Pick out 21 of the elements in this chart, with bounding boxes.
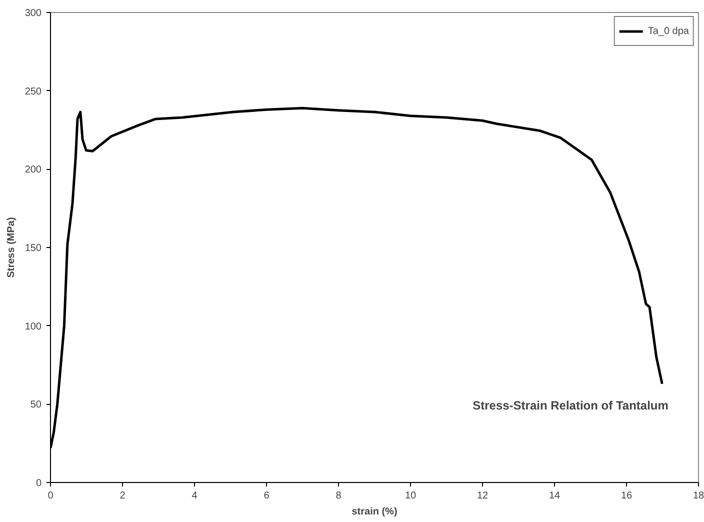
y-axis-title: Stress (MPa) [6, 217, 17, 278]
x-tick-label: 16 [620, 490, 632, 502]
text: Stress-Strain Relation of Tantalum [472, 398, 668, 412]
x-tick-label: 10 [404, 490, 416, 502]
y-tick-label: 100 [24, 321, 42, 332]
x-tick-label: 12 [476, 490, 488, 502]
y-tick-label: 300 [24, 8, 42, 19]
x-tick-label: 0 [48, 490, 54, 502]
y-tick-label: 150 [24, 243, 42, 254]
x-tick-label: 4 [192, 490, 198, 502]
x-tick-label: 8 [336, 490, 342, 502]
y-tick-label: 0 [36, 478, 42, 489]
y-tick-label: 50 [30, 400, 42, 411]
x-tick-label: 6 [264, 490, 270, 502]
x-axis-title: strain (%) [352, 506, 398, 518]
y-tick-label: 250 [24, 86, 42, 98]
x-tick-label: 14 [548, 490, 560, 502]
legend-label: Ta_0 dpa [648, 26, 689, 36]
y-tick-label: 200 [24, 164, 42, 176]
x-tick-label: 18 [692, 490, 704, 502]
x-tick-label: 2 [120, 490, 126, 502]
